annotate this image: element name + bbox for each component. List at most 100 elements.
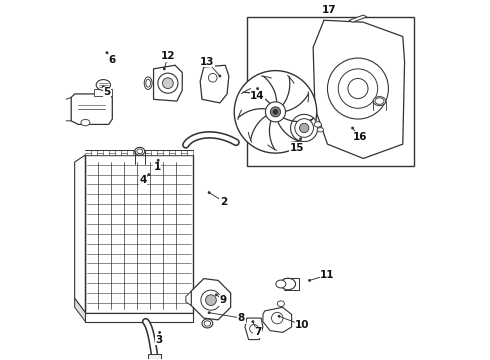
Circle shape [278,315,280,318]
Circle shape [163,67,166,70]
Polygon shape [163,150,169,155]
Polygon shape [186,291,191,306]
Circle shape [158,73,178,93]
Ellipse shape [137,149,143,154]
Polygon shape [153,65,182,101]
Polygon shape [200,65,229,103]
Circle shape [208,73,217,82]
Polygon shape [71,94,112,125]
Polygon shape [349,15,367,22]
Circle shape [250,324,258,333]
Text: 13: 13 [200,57,215,67]
Text: 1: 1 [153,162,161,172]
Text: 16: 16 [352,132,367,142]
Circle shape [295,119,314,137]
Polygon shape [133,153,139,155]
Polygon shape [263,307,292,332]
Polygon shape [122,153,127,155]
Text: 4: 4 [139,175,147,185]
Circle shape [338,69,378,108]
Polygon shape [181,153,187,155]
Circle shape [299,137,302,140]
Ellipse shape [81,120,90,126]
Text: 9: 9 [220,295,227,305]
Bar [85,155,193,313]
Bar [247,17,414,166]
Text: 10: 10 [295,320,310,330]
Circle shape [208,311,211,314]
Text: 5: 5 [103,87,111,97]
Polygon shape [85,313,193,321]
Ellipse shape [204,321,211,326]
Polygon shape [169,153,175,155]
Ellipse shape [277,301,285,307]
Polygon shape [85,153,92,155]
Ellipse shape [146,79,150,87]
Circle shape [291,114,318,141]
Polygon shape [191,279,231,320]
Text: 2: 2 [220,197,227,207]
Circle shape [308,279,311,282]
Ellipse shape [96,80,111,90]
Circle shape [251,320,254,323]
Ellipse shape [373,96,386,105]
Circle shape [201,290,221,310]
Circle shape [256,87,259,90]
Polygon shape [151,150,157,155]
Polygon shape [92,150,98,155]
Polygon shape [74,155,85,313]
Bar [148,354,161,360]
Polygon shape [245,318,263,339]
Polygon shape [175,150,181,155]
Text: 12: 12 [161,51,175,61]
Circle shape [234,71,317,153]
Circle shape [215,293,218,296]
Circle shape [266,102,286,122]
Circle shape [327,58,389,119]
Ellipse shape [135,147,145,155]
Circle shape [157,159,160,162]
Text: 11: 11 [320,270,335,280]
Circle shape [158,331,161,334]
Circle shape [270,107,280,117]
Ellipse shape [276,280,286,288]
Ellipse shape [317,128,323,132]
Circle shape [205,295,216,306]
Circle shape [147,173,150,176]
Polygon shape [145,153,151,155]
Polygon shape [103,150,109,155]
Polygon shape [157,153,163,155]
Circle shape [351,127,354,130]
Text: 8: 8 [238,313,245,323]
Circle shape [208,191,211,194]
Circle shape [163,78,173,89]
Polygon shape [74,298,85,321]
Ellipse shape [280,278,295,290]
Text: 15: 15 [290,143,304,153]
Circle shape [328,12,331,15]
Ellipse shape [375,98,384,104]
Bar [95,89,112,96]
Polygon shape [109,153,115,155]
Circle shape [273,109,278,114]
Circle shape [348,78,368,99]
Text: 7: 7 [254,327,261,337]
Polygon shape [60,98,71,121]
Text: 14: 14 [250,91,265,101]
Polygon shape [139,150,145,155]
Ellipse shape [202,319,213,328]
Circle shape [105,51,108,54]
Circle shape [102,85,105,88]
Text: 17: 17 [322,5,337,15]
Text: 6: 6 [109,55,116,65]
Circle shape [299,123,309,133]
Text: 3: 3 [155,334,163,345]
Ellipse shape [314,122,321,127]
Polygon shape [98,153,103,155]
Circle shape [271,312,283,324]
Polygon shape [187,150,193,155]
Polygon shape [127,150,133,155]
Polygon shape [115,150,122,155]
Circle shape [219,75,221,77]
Ellipse shape [144,77,152,89]
